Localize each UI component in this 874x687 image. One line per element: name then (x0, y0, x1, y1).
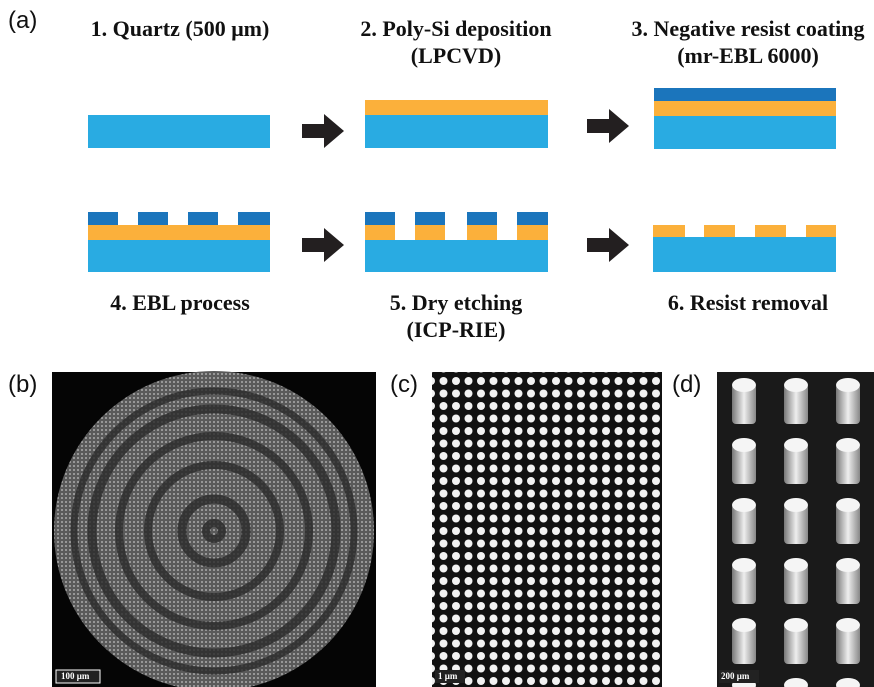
panel-label: (b) (8, 371, 37, 398)
step-sublabel: (LPCVD) (411, 43, 501, 68)
process-diagram (88, 88, 836, 272)
step-label: 6. Resist removal (668, 290, 828, 315)
step-label: 1. Quartz (500 μm) (91, 16, 270, 41)
polysi-pattern (365, 225, 548, 240)
panel-label: (c) (390, 371, 418, 398)
quartz-layer (654, 116, 836, 149)
resist-layer (654, 88, 836, 101)
step-sublabel: (mr-EBL 6000) (677, 43, 819, 68)
scale-bar-label: 100 μm (61, 671, 90, 681)
step-labels: 1. Quartz (500 μm) 2. Poly-Si deposition… (91, 16, 865, 342)
scale-bar-label: 200 μm (721, 671, 750, 681)
polysi-layer (654, 101, 836, 116)
quartz-layer (365, 115, 548, 148)
panel-label: (a) (8, 7, 37, 34)
quartz-layer (88, 240, 270, 272)
resist-pattern (365, 212, 548, 225)
panel-label: (d) (672, 371, 701, 398)
step-label: 5. Dry etching (390, 290, 523, 315)
step-label: 2. Poly-Si deposition (360, 16, 551, 41)
quartz-layer (653, 237, 836, 272)
step-sublabel: (ICP-RIE) (407, 317, 506, 342)
sem-image-d: 200 μm (717, 372, 874, 687)
polysi-pattern (653, 225, 836, 237)
figure: (a) 1. Quartz (500 μm) 2. Poly-Si deposi… (0, 0, 874, 687)
quartz-layer (365, 240, 548, 272)
step-label: 4. EBL process (110, 290, 250, 315)
step-label: 3. Negative resist coating (632, 16, 865, 41)
resist-pattern (88, 212, 270, 225)
sem-image-b: 100 μm (52, 371, 376, 687)
polysi-layer (365, 100, 548, 115)
sem-image-c: 1 μm (432, 372, 662, 687)
scale-bar-label: 1 μm (438, 671, 458, 681)
polysi-layer (88, 225, 270, 240)
quartz-layer (88, 115, 270, 148)
